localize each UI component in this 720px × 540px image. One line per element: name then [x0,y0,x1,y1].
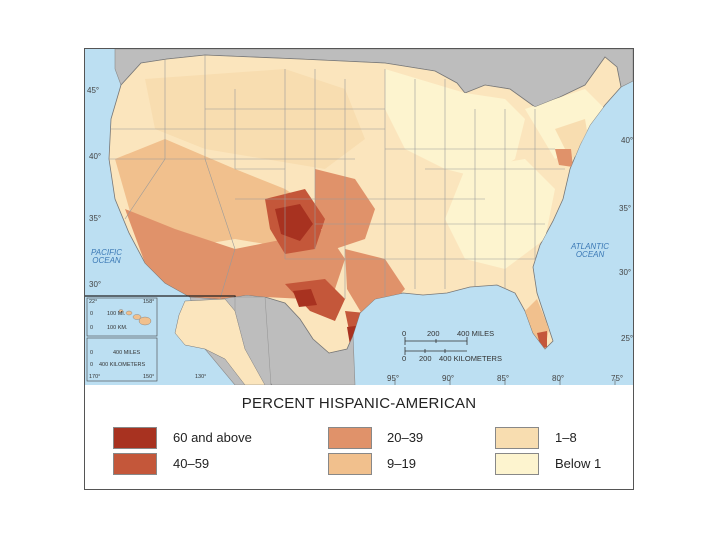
legend-swatch-below-1 [495,453,539,475]
alaska-scale-mi-400: 400 MILES [113,350,141,356]
lon-label-80: 80° [552,374,565,383]
legend-label-1-8: 1–8 [555,430,577,445]
scale-km-200: 200 [419,354,432,363]
legend-title: PERCENT HISPANIC-AMERICAN [241,395,477,412]
atlantic-ocean-label: ATLANTIC OCEAN [571,242,610,260]
alaska-scale-km-0: 0 [90,362,94,368]
legend-swatch-9-19 [328,453,372,475]
lat-label-right-25: 25° [621,334,634,343]
legend-swatch-60-above [113,427,157,449]
hawaii-scale-mi-100: 100 MI. [107,311,126,317]
alaska-lon-150: 150° [143,374,155,380]
hawaii-lon-label: 158° [143,299,155,305]
scale-bar [404,337,468,355]
alaska-lon-170: 170° [89,374,101,380]
alaska-lon-130: 130° [195,374,207,380]
legend-label-below-1: Below 1 [555,456,602,471]
lat-label-left-45: 45° [87,86,100,95]
legend-label-9-19: 9–19 [387,456,416,471]
legend-swatch-20-39 [328,427,372,449]
map-figure: PACIFIC OCEAN ATLANTIC OCEAN 45° 40° 35°… [84,48,634,490]
legend-swatch-1-8 [495,427,539,449]
us-hispanic-map [85,49,633,385]
legend-label-20-39: 20–39 [387,430,424,445]
alaska-inset-water [86,337,158,382]
lon-label-75: 75° [611,374,624,383]
legend-label-60-above: 60 and above [173,430,252,445]
alaska-scale-mi-0: 0 [90,350,94,356]
lon-label-95: 95° [387,374,400,383]
lat-label-left-35: 35° [89,214,102,223]
hawaii-scale-km-100: 100 KM. [107,325,128,331]
scale-km-0: 0 [402,354,407,363]
lat-label-right-40: 40° [621,136,634,145]
alaska-canada [234,296,272,385]
legend-swatch-40-59 [113,453,157,475]
scale-miles-0: 0 [402,329,407,338]
lat-label-right-30: 30° [619,268,632,277]
alaska-scale-km-400: 400 KILOMETERS [99,362,146,368]
pacific-ocean-label: PACIFIC OCEAN [91,248,122,266]
hawaii-lat-label: 22° [89,299,98,305]
hawaii-scale-km-0: 0 [90,325,94,331]
scale-km-400: 400 KILOMETERS [439,354,502,363]
scale-miles-200: 200 [427,329,440,338]
legend-label-40-59: 40–59 [173,456,210,471]
lon-label-85: 85° [497,374,510,383]
lat-label-right-35: 35° [619,204,632,213]
scale-miles-400: 400 MILES [457,329,495,338]
longitude-ticks [394,379,616,385]
hawaii-islands [118,309,152,326]
state-borders [109,55,565,309]
alaska-land [174,298,266,385]
lon-label-90: 90° [442,374,455,383]
lat-label-left-40: 40° [89,152,102,161]
hawaii-scale-mi-0: 0 [90,311,94,317]
lat-label-left-30: 30° [89,280,102,289]
